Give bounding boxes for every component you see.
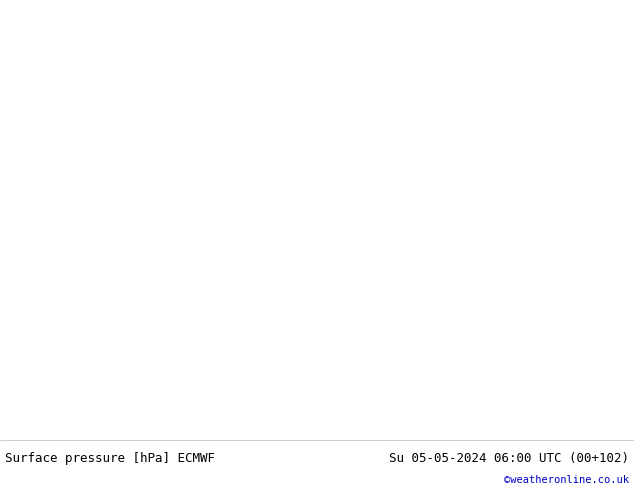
Text: Su 05-05-2024 06:00 UTC (00+102): Su 05-05-2024 06:00 UTC (00+102) [389, 451, 629, 465]
Text: Surface pressure [hPa] ECMWF: Surface pressure [hPa] ECMWF [5, 451, 215, 465]
Text: ©weatheronline.co.uk: ©weatheronline.co.uk [504, 475, 629, 485]
